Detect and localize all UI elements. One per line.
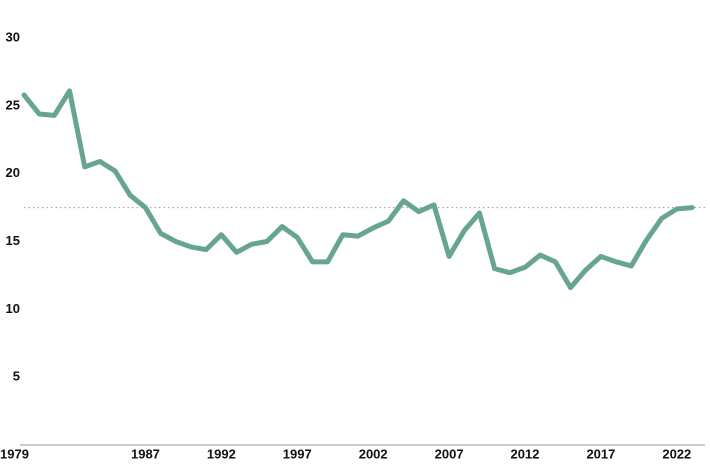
x-tick-label: 1997 — [283, 446, 312, 461]
data-line — [21, 88, 695, 291]
y-tick-label: 25 — [6, 97, 20, 112]
y-tick-label: 15 — [6, 233, 20, 248]
x-tick-label: 2007 — [435, 446, 464, 461]
x-tick-label: 2022 — [662, 446, 691, 461]
x-tick-label: 2012 — [511, 446, 540, 461]
x-tick-label: 1987 — [131, 446, 160, 461]
y-tick-label: 5 — [13, 369, 20, 384]
x-tick-label: 2002 — [359, 446, 388, 461]
x-tick-label: 1992 — [207, 446, 236, 461]
y-tick-label: 10 — [6, 301, 20, 316]
x-tick-label: 1979 — [0, 446, 29, 461]
x-tick-label: 2017 — [586, 446, 615, 461]
y-tick-label: 30 — [6, 29, 20, 44]
y-tick-label: 20 — [6, 165, 20, 180]
